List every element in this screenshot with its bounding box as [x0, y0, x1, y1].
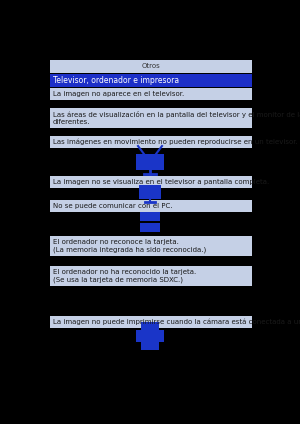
Bar — [140, 212, 160, 221]
Text: La imagen no aparece en el televisor.: La imagen no aparece en el televisor. — [53, 91, 184, 97]
Text: Televisor, ordenador e impresora: Televisor, ordenador e impresora — [53, 76, 179, 85]
Bar — [50, 108, 252, 128]
Bar — [140, 223, 160, 232]
Text: La imagen no se visualiza en el televisor a pantalla completa.: La imagen no se visualiza en el televiso… — [53, 179, 269, 185]
Bar — [50, 236, 252, 256]
Text: La imagen no puede imprimirse cuando la cámara está conectada a una impresora.: La imagen no puede imprimirse cuando la … — [53, 319, 300, 325]
Bar — [141, 322, 159, 330]
Text: El ordenador no reconoce la tarjeta.
(La memoria integrada ha sido reconocida.): El ordenador no reconoce la tarjeta. (La… — [53, 239, 206, 253]
Text: No se puede comunicar con el PC.: No se puede comunicar con el PC. — [53, 203, 172, 209]
Text: El ordenador no ha reconocido la tarjeta.
(Se usa la tarjeta de memoria SDXC.): El ordenador no ha reconocido la tarjeta… — [53, 269, 196, 283]
Bar — [50, 200, 252, 212]
Text: Otros: Otros — [142, 64, 160, 70]
Bar — [50, 266, 252, 286]
Bar — [136, 330, 164, 342]
Bar — [50, 74, 252, 87]
Bar — [139, 185, 161, 199]
Bar — [50, 136, 252, 148]
Text: Las áreas de visualización en la pantalla del televisor y el monitor de la cámar: Las áreas de visualización en la pantall… — [53, 111, 300, 125]
Bar — [50, 176, 252, 188]
Bar — [50, 60, 252, 73]
Bar — [141, 342, 159, 350]
Text: Las imágenes en movimiento no pueden reproducirse en un televisor.: Las imágenes en movimiento no pueden rep… — [53, 139, 298, 145]
Bar — [50, 316, 252, 328]
Bar — [136, 154, 164, 170]
Bar — [50, 88, 252, 100]
